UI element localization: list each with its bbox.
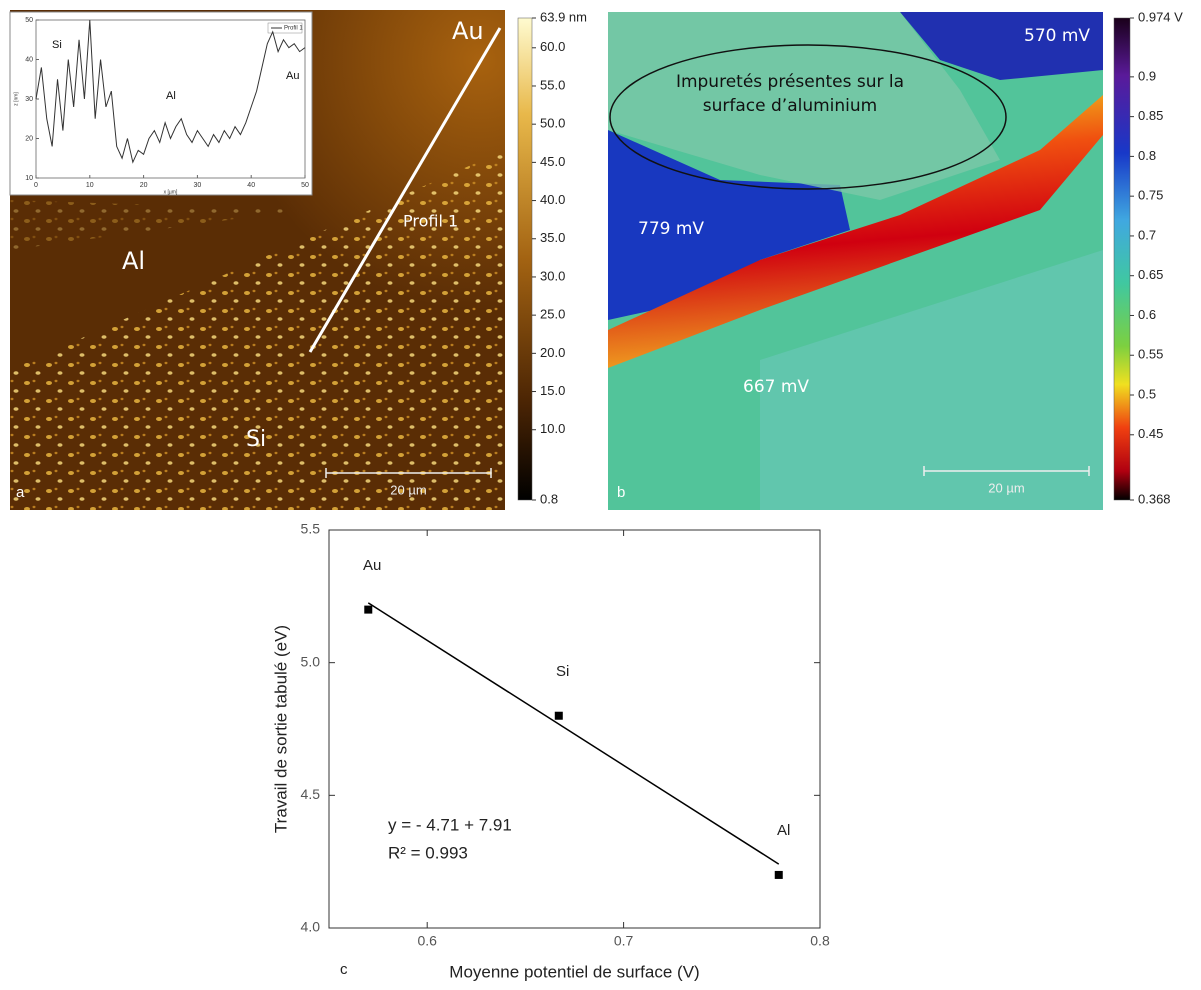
colorbar-label: 0.65	[1138, 267, 1163, 282]
colorbar-label: 20.0	[540, 345, 565, 360]
band	[608, 95, 1103, 368]
annotation: Impuretés présentes sur la surface d’alu…	[675, 72, 905, 116]
panel-label: b	[617, 484, 625, 501]
plot-frame	[328, 529, 821, 929]
colorbar-label: 0.974 V	[1138, 9, 1183, 24]
annotation-text: Impuretés présentes sur la surface d’alu…	[675, 72, 905, 116]
y-tick-label: 20	[25, 135, 33, 142]
legend-label: Profil 1	[284, 26, 303, 32]
x-tick-label: 40	[247, 182, 255, 189]
annotation: Al	[122, 247, 145, 275]
x-tick-label: 0.6	[417, 933, 437, 949]
fit-line	[367, 602, 780, 865]
colorbar-label: 0.8	[1138, 148, 1156, 163]
x-axis-label: x [µm]	[164, 189, 178, 195]
region	[760, 250, 1103, 510]
colorbar-label: 40.0	[540, 192, 565, 207]
colorbar-label: 25.0	[540, 307, 565, 322]
point-label: Al	[777, 822, 790, 839]
particle-texture	[10, 150, 505, 510]
region	[608, 130, 850, 320]
annotation: 779 mV	[638, 219, 704, 239]
y-axis-label: z [nm]	[13, 92, 19, 106]
x-tick-label: 30	[194, 182, 202, 189]
x-axis-label: Moyenne potentiel de surface (V)	[449, 962, 699, 981]
y-tick-label: 5.5	[301, 521, 321, 537]
colorbar-label: 0.368	[1138, 491, 1171, 506]
annotation: Si	[52, 39, 62, 51]
highlight-ellipse	[609, 44, 1007, 190]
colorbar-label: 50.0	[540, 116, 565, 131]
annotation: 667 mV	[743, 377, 809, 397]
y-tick-label: 10	[25, 175, 33, 182]
colorbar-label: 35.0	[540, 230, 565, 245]
profile-line	[308, 27, 502, 353]
scale-bar-label: 20 µm	[988, 480, 1024, 495]
colorbar-label: 0.55	[1138, 347, 1163, 362]
y-tick-label: 50	[25, 17, 33, 24]
y-tick-label: 30	[25, 96, 33, 103]
annotation: Profil 1	[403, 212, 458, 231]
annotation: R² = 0.993	[388, 843, 468, 862]
annotation: Au	[286, 70, 299, 82]
panel-label: c	[340, 961, 348, 978]
annotation: y = - 4.71 + 7.91	[388, 815, 512, 834]
annotation: 570 mV	[1024, 26, 1090, 46]
x-tick-label: 0	[34, 182, 38, 189]
colorbar-label: 55.0	[540, 77, 565, 92]
colorbar-label: 10.0	[540, 421, 565, 436]
colorbar-label: 45.0	[540, 154, 565, 169]
x-tick-label: 10	[86, 182, 94, 189]
colorbar-label: 0.7	[1138, 227, 1156, 242]
colorbar-label: 0.75	[1138, 188, 1163, 203]
profile-line	[35, 19, 306, 164]
y-tick-label: 4.5	[301, 786, 321, 802]
scale-bar-label: 20 µm	[390, 482, 426, 497]
colorbar-label: 15.0	[540, 383, 565, 398]
point-label: Si	[556, 663, 569, 680]
annotation: Si	[246, 427, 266, 452]
point	[364, 605, 373, 614]
point-label: Au	[363, 557, 381, 574]
colorbar-label: 0.9	[1138, 68, 1156, 83]
panel-label: a	[16, 484, 25, 501]
x-tick-label: 0.7	[614, 933, 634, 949]
y-axis-label: Travail de sortie tabulé (eV)	[271, 625, 290, 833]
colorbar-label: 63.9 nm	[540, 9, 587, 24]
particle-texture	[10, 200, 300, 250]
colorbar-label: 0.8	[540, 491, 558, 506]
colorbar	[517, 17, 533, 501]
inset-legend	[267, 22, 303, 34]
y-tick-label: 40	[25, 56, 33, 63]
colorbar	[1113, 17, 1131, 501]
region	[900, 12, 1103, 80]
point	[554, 711, 563, 720]
x-tick-label: 50	[301, 182, 309, 189]
x-tick-label: 20	[140, 182, 148, 189]
annotation: Au	[452, 17, 484, 45]
colorbar-label: 30.0	[540, 268, 565, 283]
region	[608, 12, 1000, 200]
x-tick-label: 0.8	[810, 933, 830, 949]
colorbar-label: 0.6	[1138, 307, 1156, 322]
colorbar-label: 0.85	[1138, 108, 1163, 123]
colorbar-label: 0.45	[1138, 426, 1163, 441]
colorbar-label: 60.0	[540, 39, 565, 54]
colorbar-label: 0.5	[1138, 386, 1156, 401]
y-tick-label: 5.0	[301, 653, 321, 669]
y-tick-label: 4.0	[301, 919, 321, 935]
annotation: Al	[166, 90, 176, 102]
point	[774, 870, 783, 879]
